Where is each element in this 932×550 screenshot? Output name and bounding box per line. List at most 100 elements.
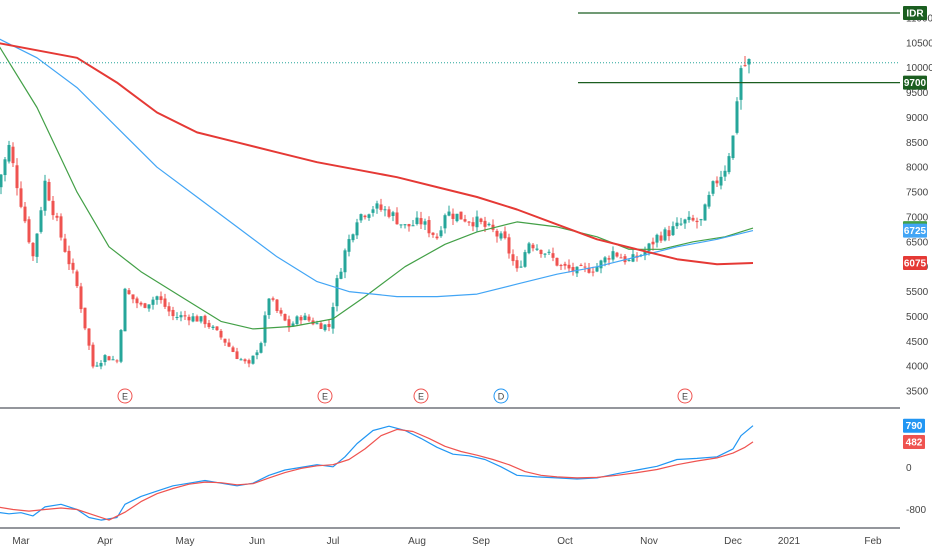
candle-body[interactable] <box>223 338 227 343</box>
candle-body[interactable] <box>691 217 695 221</box>
candle-body[interactable] <box>95 365 99 367</box>
candle-body[interactable] <box>335 278 339 307</box>
candle-body[interactable] <box>391 212 395 216</box>
candle-body[interactable] <box>231 347 235 352</box>
candle-body[interactable] <box>263 315 267 343</box>
candle-body[interactable] <box>139 302 143 305</box>
candle-body[interactable] <box>191 316 195 322</box>
candle-body[interactable] <box>115 360 119 362</box>
candle-body[interactable] <box>515 260 519 269</box>
candle-body[interactable] <box>539 249 543 255</box>
candle-body[interactable] <box>715 180 719 184</box>
candle-body[interactable] <box>431 232 435 235</box>
candle-body[interactable] <box>671 226 675 236</box>
candle-body[interactable] <box>123 288 127 332</box>
candle-body[interactable] <box>371 209 375 213</box>
candle-body[interactable] <box>607 258 611 260</box>
candle-body[interactable] <box>151 299 155 305</box>
candle-body[interactable] <box>179 315 183 318</box>
event-marker[interactable] <box>493 388 509 404</box>
candle-body[interactable] <box>183 315 187 317</box>
candle-body[interactable] <box>0 174 3 188</box>
candle-body[interactable] <box>571 267 575 272</box>
candle-body[interactable] <box>63 238 67 252</box>
candle-body[interactable] <box>103 355 107 363</box>
candle-body[interactable] <box>463 219 467 222</box>
candle-body[interactable] <box>563 263 567 266</box>
candle-body[interactable] <box>27 219 31 243</box>
candle-body[interactable] <box>483 220 487 227</box>
candle-body[interactable] <box>67 250 71 265</box>
candle-body[interactable] <box>247 360 251 364</box>
candle-body[interactable] <box>135 298 139 304</box>
candle-body[interactable] <box>527 243 531 254</box>
candle-body[interactable] <box>587 267 591 273</box>
candle-body[interactable] <box>271 298 275 300</box>
event-marker[interactable] <box>413 388 429 404</box>
candle-body[interactable] <box>87 328 91 346</box>
candle-body[interactable] <box>251 355 255 364</box>
candle-body[interactable] <box>699 219 703 221</box>
candle-body[interactable] <box>643 251 647 256</box>
candle-body[interactable] <box>727 156 731 173</box>
candle-body[interactable] <box>83 307 87 329</box>
candle-body[interactable] <box>443 215 447 229</box>
candle-body[interactable] <box>551 253 555 258</box>
candle-body[interactable] <box>703 204 707 221</box>
candle-body[interactable] <box>7 144 11 162</box>
candle-body[interactable] <box>59 216 63 238</box>
price-candles[interactable] <box>0 55 751 370</box>
candle-body[interactable] <box>259 343 263 353</box>
candle-body[interactable] <box>451 213 455 219</box>
candle-body[interactable] <box>91 344 95 367</box>
candle-body[interactable] <box>127 290 131 295</box>
candle-body[interactable] <box>687 216 691 220</box>
candle-body[interactable] <box>119 330 123 362</box>
candle-body[interactable] <box>395 212 399 225</box>
candle-body[interactable] <box>75 271 79 287</box>
candle-body[interactable] <box>731 135 735 159</box>
candle-body[interactable] <box>567 264 571 269</box>
candle-body[interactable] <box>415 217 419 224</box>
candle-body[interactable] <box>171 309 175 317</box>
candle-body[interactable] <box>331 307 335 329</box>
candle-body[interactable] <box>619 257 623 259</box>
candle-body[interactable] <box>299 316 303 321</box>
candle-body[interactable] <box>447 211 451 216</box>
candle-body[interactable] <box>307 316 311 321</box>
candle-body[interactable] <box>111 359 115 361</box>
candle-body[interactable] <box>683 219 687 224</box>
candle-body[interactable] <box>507 237 511 254</box>
candle-body[interactable] <box>595 266 599 272</box>
candle-body[interactable] <box>375 203 379 209</box>
candle-body[interactable] <box>295 316 299 324</box>
candle-body[interactable] <box>215 326 219 331</box>
candle-body[interactable] <box>203 315 207 325</box>
candle-body[interactable] <box>159 296 163 301</box>
candle-body[interactable] <box>511 254 515 262</box>
event-marker[interactable] <box>317 388 333 404</box>
candle-body[interactable] <box>679 223 683 225</box>
candle-body[interactable] <box>55 215 59 218</box>
candle-body[interactable] <box>79 286 83 310</box>
candle-body[interactable] <box>599 260 603 269</box>
candle-body[interactable] <box>35 233 39 257</box>
candle-body[interactable] <box>227 342 231 347</box>
candle-body[interactable] <box>303 315 307 321</box>
candle-body[interactable] <box>291 323 295 327</box>
candle-body[interactable] <box>615 252 619 257</box>
candle-body[interactable] <box>283 313 287 321</box>
candle-body[interactable] <box>583 266 587 268</box>
candle-body[interactable] <box>499 233 503 239</box>
candle-body[interactable] <box>19 188 23 207</box>
candle-body[interactable] <box>319 323 323 329</box>
candle-body[interactable] <box>663 229 667 241</box>
candle-body[interactable] <box>535 248 539 250</box>
candle-body[interactable] <box>503 231 507 239</box>
candle-body[interactable] <box>359 214 363 221</box>
candle-body[interactable] <box>411 225 415 227</box>
horizontal-lines[interactable] <box>0 12 900 84</box>
candle-body[interactable] <box>47 182 51 201</box>
